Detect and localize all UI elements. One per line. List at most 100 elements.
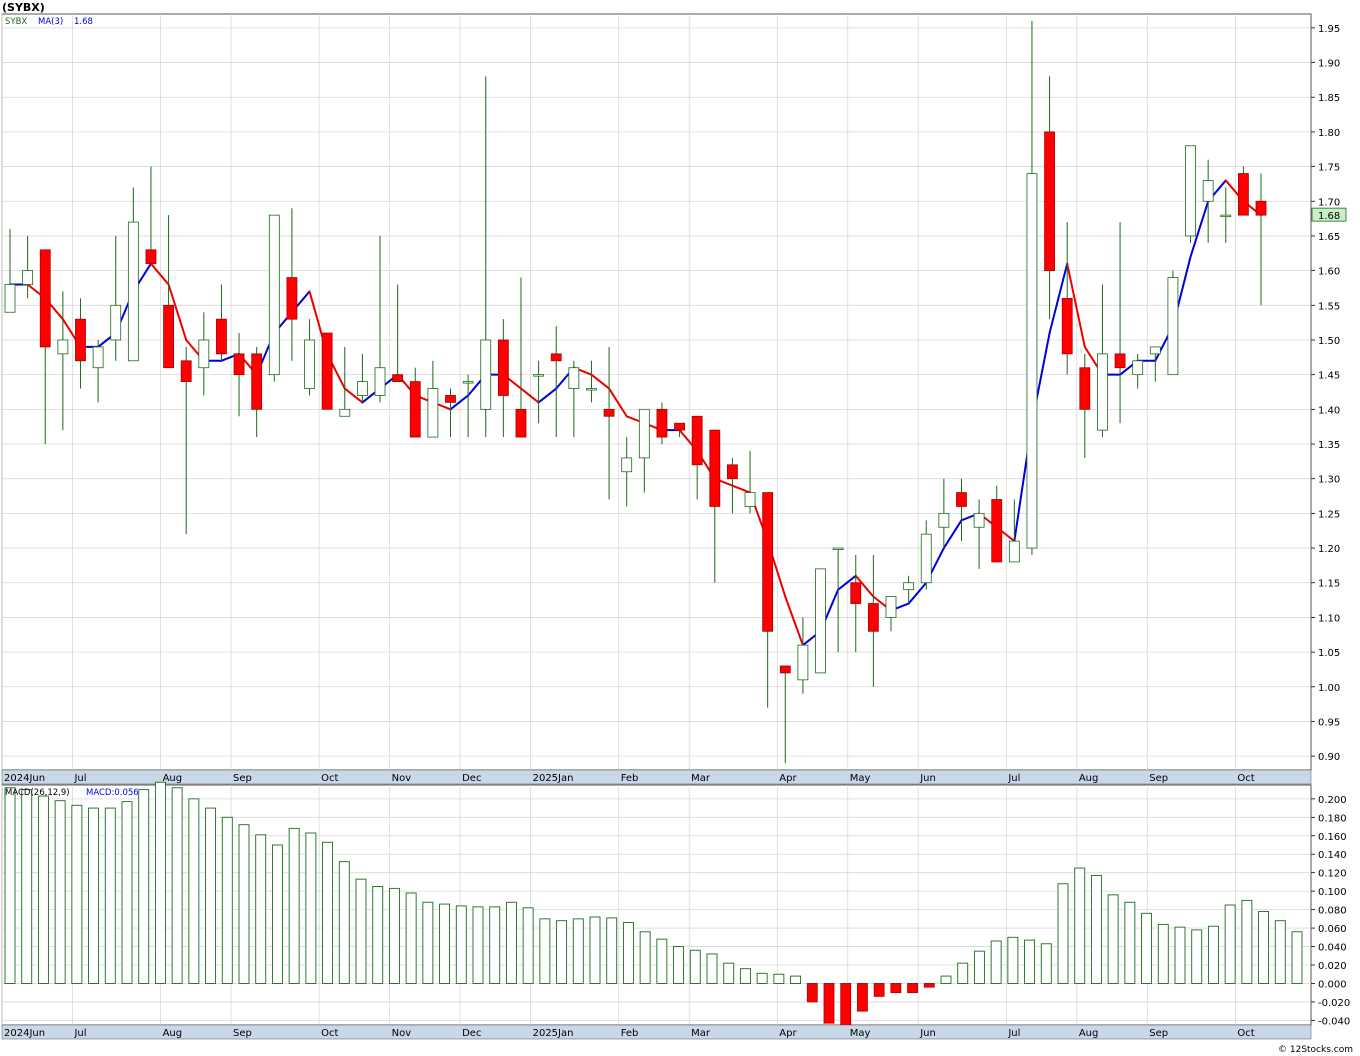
candle xyxy=(39,249,51,445)
candle-body xyxy=(603,408,615,417)
candle-body xyxy=(973,512,985,528)
macd-bar xyxy=(739,968,751,984)
candle xyxy=(533,360,544,424)
macd-y-tick-label: -0.040 xyxy=(1318,1016,1350,1027)
ma3-segment xyxy=(731,484,752,494)
macd-bar xyxy=(1074,867,1086,984)
candle-body xyxy=(1026,173,1038,549)
candle xyxy=(991,485,1003,563)
candle xyxy=(392,284,404,382)
candle-body xyxy=(867,603,879,632)
macd-x-axis-bar xyxy=(1,1024,1312,1040)
price-x-axis-bar xyxy=(1,769,1312,785)
candle-body xyxy=(1238,173,1249,216)
macd-bar xyxy=(505,901,517,984)
price-x-tick-label: Sep xyxy=(233,773,252,784)
macd-bar xyxy=(305,832,317,984)
candle-body xyxy=(779,665,791,674)
candle xyxy=(515,277,527,438)
macd-bar xyxy=(673,946,685,984)
candle xyxy=(1167,270,1179,376)
macd-x-tick-label: May xyxy=(850,1028,871,1039)
macd-y-tick-label: -0.020 xyxy=(1318,998,1350,1009)
candle xyxy=(550,326,562,438)
macd-y-tick-label: 0.040 xyxy=(1318,943,1347,954)
price-x-tick-label: May xyxy=(850,773,871,784)
macd-bar xyxy=(957,962,969,984)
macd-y-tick-label: 0.200 xyxy=(1318,795,1347,806)
price-x-tick-label: Feb xyxy=(621,773,639,784)
candle xyxy=(1255,173,1267,306)
macd-bar xyxy=(88,807,100,984)
macd-x-tick-label: Nov xyxy=(392,1028,412,1039)
macd-bar xyxy=(1191,929,1203,984)
ma3-segment xyxy=(167,283,188,341)
candle xyxy=(762,492,774,708)
macd-bar xyxy=(840,983,852,1026)
candle xyxy=(321,332,333,410)
candle-body xyxy=(1079,367,1091,410)
price-y-tick-label: 1.30 xyxy=(1318,475,1340,486)
macd-x-tick-label: Feb xyxy=(621,1028,639,1039)
macd-bar xyxy=(723,962,735,984)
macd-y-tick-label: 0.080 xyxy=(1318,906,1347,917)
candle xyxy=(286,208,298,361)
candle xyxy=(216,284,227,361)
candle-body xyxy=(832,547,844,550)
candle xyxy=(1132,353,1144,389)
candle xyxy=(973,499,985,569)
price-x-tick-label: Mar xyxy=(691,773,711,784)
macd-y-tick-label: 0.180 xyxy=(1318,813,1347,824)
macd-bar xyxy=(422,901,434,984)
macd-bar xyxy=(439,903,451,984)
candle xyxy=(198,312,210,396)
candle-body xyxy=(885,596,897,618)
macd-bar xyxy=(606,917,618,984)
macd-bar xyxy=(138,789,150,984)
candle xyxy=(180,346,192,535)
candle xyxy=(445,388,456,438)
candle-body xyxy=(92,346,104,369)
macd-bar xyxy=(71,804,83,984)
candle xyxy=(1008,499,1020,563)
macd-x-axis: 2024Jun Jul Aug Sep Oct Nov Dec 2025Jan Feb Mar Ap… xyxy=(4,1028,1255,1039)
candle xyxy=(304,319,315,396)
price-y-tick-label: 1.90 xyxy=(1318,59,1340,70)
ma3-segment xyxy=(784,595,804,647)
candle xyxy=(674,422,685,438)
price-x-tick-label: Jun xyxy=(919,773,936,784)
price-x-tick-label: Sep xyxy=(1149,773,1168,784)
candle-body xyxy=(797,644,809,681)
candle-body xyxy=(163,304,174,369)
ma3-segment xyxy=(537,387,558,404)
candle xyxy=(638,408,650,493)
candle xyxy=(356,353,368,403)
candle-body xyxy=(533,374,544,377)
candle-body xyxy=(515,408,527,438)
price-y-tick-label: 1.35 xyxy=(1318,440,1340,451)
macd-bar xyxy=(539,918,551,984)
candle xyxy=(691,415,703,500)
price-panel-border xyxy=(1,13,1312,771)
price-y-tick-label: 0.90 xyxy=(1318,752,1340,763)
price-x-tick-label: 2025Jan xyxy=(533,773,574,784)
candle xyxy=(709,429,721,583)
ma3-segment xyxy=(837,574,857,591)
price-y-tick-label: 1.10 xyxy=(1318,613,1340,624)
macd-label: MACD(26,12,9) xyxy=(5,788,70,798)
macd-bar xyxy=(1207,925,1219,984)
price-y-tick-label: 1.45 xyxy=(1318,371,1340,382)
ma3-segment xyxy=(854,574,875,598)
macd-bar xyxy=(1224,904,1236,984)
macd-y-tick-label: 0.140 xyxy=(1318,850,1347,861)
candle-body xyxy=(1185,145,1196,237)
candle xyxy=(409,367,421,438)
candle-body xyxy=(850,582,862,604)
candle xyxy=(4,229,16,313)
price-y-tick-label: 0.95 xyxy=(1318,717,1340,728)
macd-bar xyxy=(171,787,183,984)
candle xyxy=(339,346,351,417)
candle xyxy=(1220,187,1232,243)
macd-bar xyxy=(773,973,785,984)
